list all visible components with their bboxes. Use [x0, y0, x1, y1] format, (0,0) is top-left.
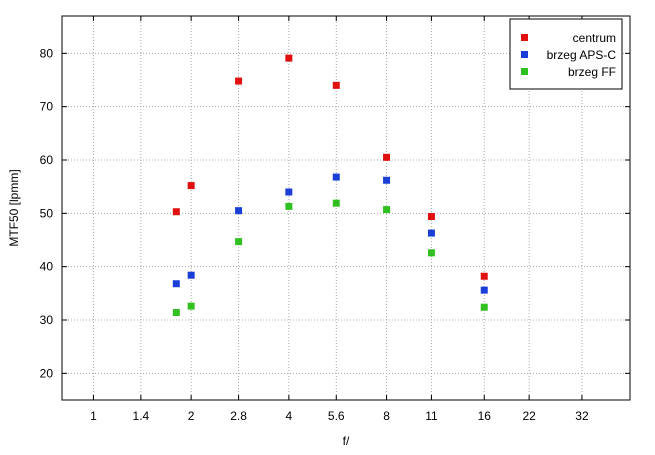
legend-label: brzeg FF — [568, 65, 616, 79]
y-tick-label: 60 — [40, 153, 54, 167]
data-point — [332, 199, 340, 207]
data-point — [383, 153, 391, 161]
x-tick-label: 4 — [286, 409, 293, 423]
data-point — [285, 54, 293, 62]
x-tick-label: 2.8 — [230, 409, 247, 423]
axis-ticks: 1 1.4 2 2.8 4 5.6 8 11 16 22 32 20 30 40 50 60 70 80 — [40, 16, 630, 423]
data-point — [285, 188, 293, 196]
data-point — [172, 280, 180, 288]
legend: centrum brzeg APS-C brzeg FF — [509, 18, 623, 90]
y-tick-label: 70 — [40, 100, 54, 114]
data-point — [235, 238, 243, 246]
data-point — [172, 208, 180, 216]
data-point — [187, 182, 195, 190]
data-point — [187, 271, 195, 279]
data-point — [427, 213, 435, 221]
data-point — [187, 302, 195, 310]
series-3 — [172, 199, 488, 317]
data-points — [172, 54, 488, 317]
data-point — [285, 202, 293, 210]
legend-label: brzeg APS-C — [547, 48, 617, 62]
legend-box — [509, 18, 623, 90]
y-axis-label: MTF50 [lpmm] — [7, 169, 21, 246]
x-tick-label: 2 — [188, 409, 195, 423]
data-point — [172, 309, 180, 317]
x-tick-label: 32 — [575, 409, 589, 423]
data-point — [480, 286, 488, 294]
y-tick-label: 80 — [40, 46, 54, 60]
plot-area-frame — [61, 15, 631, 401]
x-tick-label: 1.4 — [133, 409, 150, 423]
legend-swatch — [521, 51, 528, 58]
data-point — [480, 303, 488, 311]
data-point — [383, 206, 391, 214]
x-tick-label: 1 — [90, 409, 97, 423]
x-tick-label: 5.6 — [328, 409, 345, 423]
data-point — [332, 81, 340, 89]
x-axis-label: f/ — [343, 434, 350, 448]
x-tick-label: 16 — [478, 409, 492, 423]
y-tick-label: 50 — [40, 206, 54, 220]
data-point — [332, 173, 340, 181]
data-point — [427, 249, 435, 257]
x-tick-label: 11 — [425, 409, 438, 423]
legend-label: centrum — [573, 31, 616, 45]
legend-swatch — [521, 34, 528, 41]
series-2 — [172, 173, 488, 294]
data-point — [427, 229, 435, 237]
x-tick-label: 8 — [383, 409, 390, 423]
legend-swatch — [521, 68, 528, 75]
data-point — [235, 77, 243, 85]
y-tick-label: 30 — [40, 313, 54, 327]
data-point — [480, 272, 488, 280]
data-point — [235, 207, 243, 215]
y-tick-label: 40 — [40, 260, 54, 274]
data-point — [383, 176, 391, 184]
series-1 — [172, 54, 488, 280]
x-tick-label: 22 — [522, 409, 536, 423]
y-tick-label: 20 — [40, 366, 54, 380]
